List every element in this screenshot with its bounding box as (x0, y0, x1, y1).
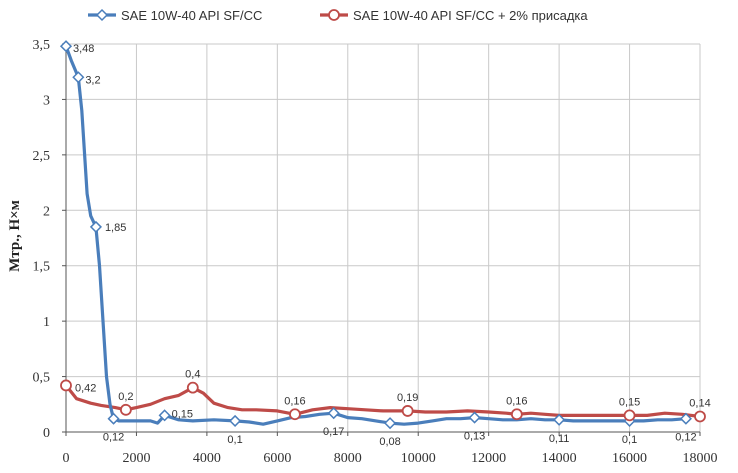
x-tick-label: 10000 (401, 451, 436, 466)
data-point-marker (59, 40, 73, 53)
x-tick-label: 12000 (471, 451, 506, 466)
data-point-marker (229, 414, 242, 427)
x-tick-label: 16000 (612, 451, 647, 466)
legend: SAE 10W-40 API SF/CC SAE 10W-40 API SF/CC… (88, 8, 588, 23)
data-point-marker (679, 412, 692, 425)
x-tick-label: 6000 (263, 451, 291, 466)
data-label: 0,1 (622, 434, 637, 446)
data-label: 0,16 (284, 395, 305, 407)
data-point-marker (623, 409, 636, 422)
data-label: 0,14 (689, 397, 710, 409)
data-label: 3,2 (85, 74, 100, 86)
y-tick-label: 2,5 (33, 149, 51, 164)
data-point-marker (186, 381, 199, 394)
data-point-marker (383, 417, 397, 430)
data-point-marker (107, 412, 120, 425)
data-point-marker (72, 71, 85, 84)
data-label: 0,12 (103, 432, 124, 444)
x-tick-label: 0 (63, 451, 70, 466)
data-point-marker (158, 409, 171, 422)
y-tick-label: 3,5 (33, 38, 51, 53)
data-point-marker (401, 405, 414, 417)
data-label: 0,16 (506, 395, 527, 407)
data-label: 0,11 (549, 433, 570, 445)
tick-labels: 0 2000 4000 6000 8000 10000 12000 14000 16000 180… (33, 38, 718, 466)
x-tick-label: 18000 (683, 451, 718, 466)
series-line-2 (64, 383, 702, 419)
data-label: 0,42 (75, 382, 96, 394)
data-label: 3,48 (73, 43, 94, 55)
data-label: 0,12 (675, 432, 696, 444)
data-point-marker (89, 220, 102, 233)
data-label: 0,4 (185, 369, 200, 381)
series-line-1 (64, 44, 688, 426)
y-tick-label: 2 (43, 204, 50, 219)
grid-lines (66, 43, 701, 432)
data-point-marker (119, 403, 132, 416)
legend-label: SAE 10W-40 API SF/CC + 2% присадка (353, 8, 588, 23)
x-tick-label: 4000 (193, 451, 221, 466)
y-tick-label: 3 (43, 93, 50, 108)
data-label: 0,13 (464, 431, 485, 443)
data-label: 0,08 (379, 436, 400, 448)
data-label: 0,17 (323, 426, 344, 438)
data-label: 0,2 (118, 391, 133, 403)
x-tick-label: 14000 (542, 451, 577, 466)
y-tick-label: 1,5 (33, 260, 51, 275)
y-axis-label: Мтр., Н×м (7, 200, 23, 272)
legend-label: SAE 10W-40 API SF/CC (121, 8, 262, 23)
data-point-marker (289, 408, 301, 421)
y-tick-label: 1 (43, 315, 50, 330)
data-point-marker (468, 411, 481, 424)
y-tick-label: 0,5 (33, 371, 51, 386)
y-tick-label: 0 (43, 426, 50, 441)
data-point-marker (694, 410, 706, 423)
legend-marker (328, 9, 340, 21)
series-lines (64, 44, 702, 426)
data-point-marker (327, 407, 340, 420)
data-labels: 3,48 3,2 1,85 0,12 0,15 0,1 0,17 0,08 0,13 0,11 0,… (73, 43, 711, 448)
axes (62, 43, 701, 436)
data-point-marker (60, 379, 72, 392)
data-label: 1,85 (105, 222, 126, 234)
data-point-marker (553, 413, 566, 426)
data-label: 0,1 (227, 434, 242, 446)
data-markers (59, 40, 706, 430)
x-tick-label: 2000 (122, 451, 150, 466)
data-point-marker (510, 408, 523, 421)
x-tick-label: 8000 (334, 451, 362, 466)
data-label: 0,19 (397, 392, 418, 404)
data-label: 0,15 (619, 396, 640, 408)
data-label: 0,15 (172, 408, 193, 420)
legend-marker (95, 8, 109, 22)
